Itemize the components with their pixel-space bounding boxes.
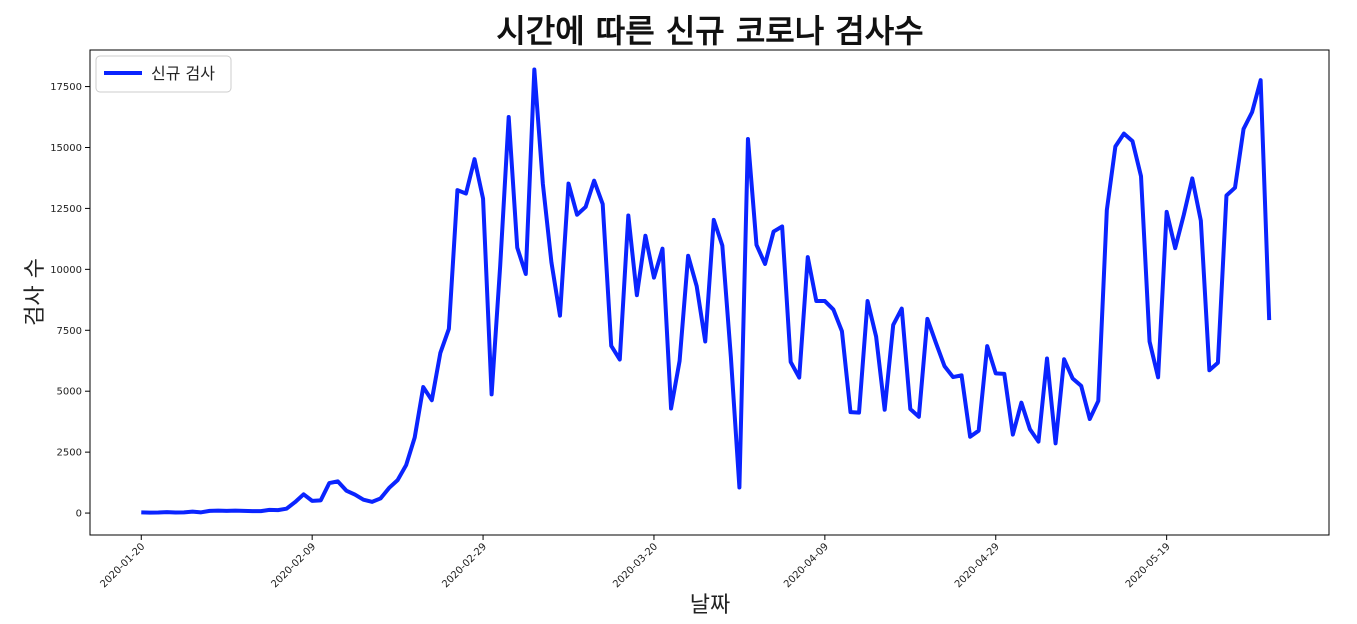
y-tick-label: 10000 bbox=[50, 265, 82, 276]
series-line bbox=[141, 67, 1272, 515]
legend: 신규 검사 bbox=[95, 55, 232, 93]
y-tick-label: 2500 bbox=[57, 448, 82, 459]
x-tick-label: 2020-04-09 bbox=[782, 541, 831, 590]
x-tick-label: 2020-02-09 bbox=[269, 541, 318, 590]
y-axis-label: 검사 수 bbox=[23, 258, 48, 326]
x-axis-label: 날짜 bbox=[690, 593, 730, 618]
legend-box bbox=[95, 55, 232, 93]
y-tick-label: 17500 bbox=[50, 82, 82, 93]
chart-title: 시간에 따른 신규 코로나 검사수 bbox=[496, 12, 923, 50]
x-tick-label: 2020-01-20 bbox=[99, 541, 148, 590]
y-tick-label: 12500 bbox=[50, 204, 82, 215]
x-tick-label: 2020-03-20 bbox=[611, 541, 660, 590]
y-tick-label: 0 bbox=[76, 509, 82, 520]
x-tick-label: 2020-05-19 bbox=[1124, 541, 1173, 590]
y-tick-label: 5000 bbox=[57, 387, 82, 398]
legend-entry: 신규 검사 bbox=[151, 64, 215, 83]
series-layer bbox=[141, 67, 1272, 515]
y-tick-label: 7500 bbox=[57, 326, 82, 337]
y-tick-label: 15000 bbox=[50, 143, 82, 154]
plot-frame bbox=[89, 49, 1330, 536]
x-tick-label: 2020-02-29 bbox=[440, 541, 489, 590]
x-tick-label: 2020-04-29 bbox=[953, 541, 1002, 590]
